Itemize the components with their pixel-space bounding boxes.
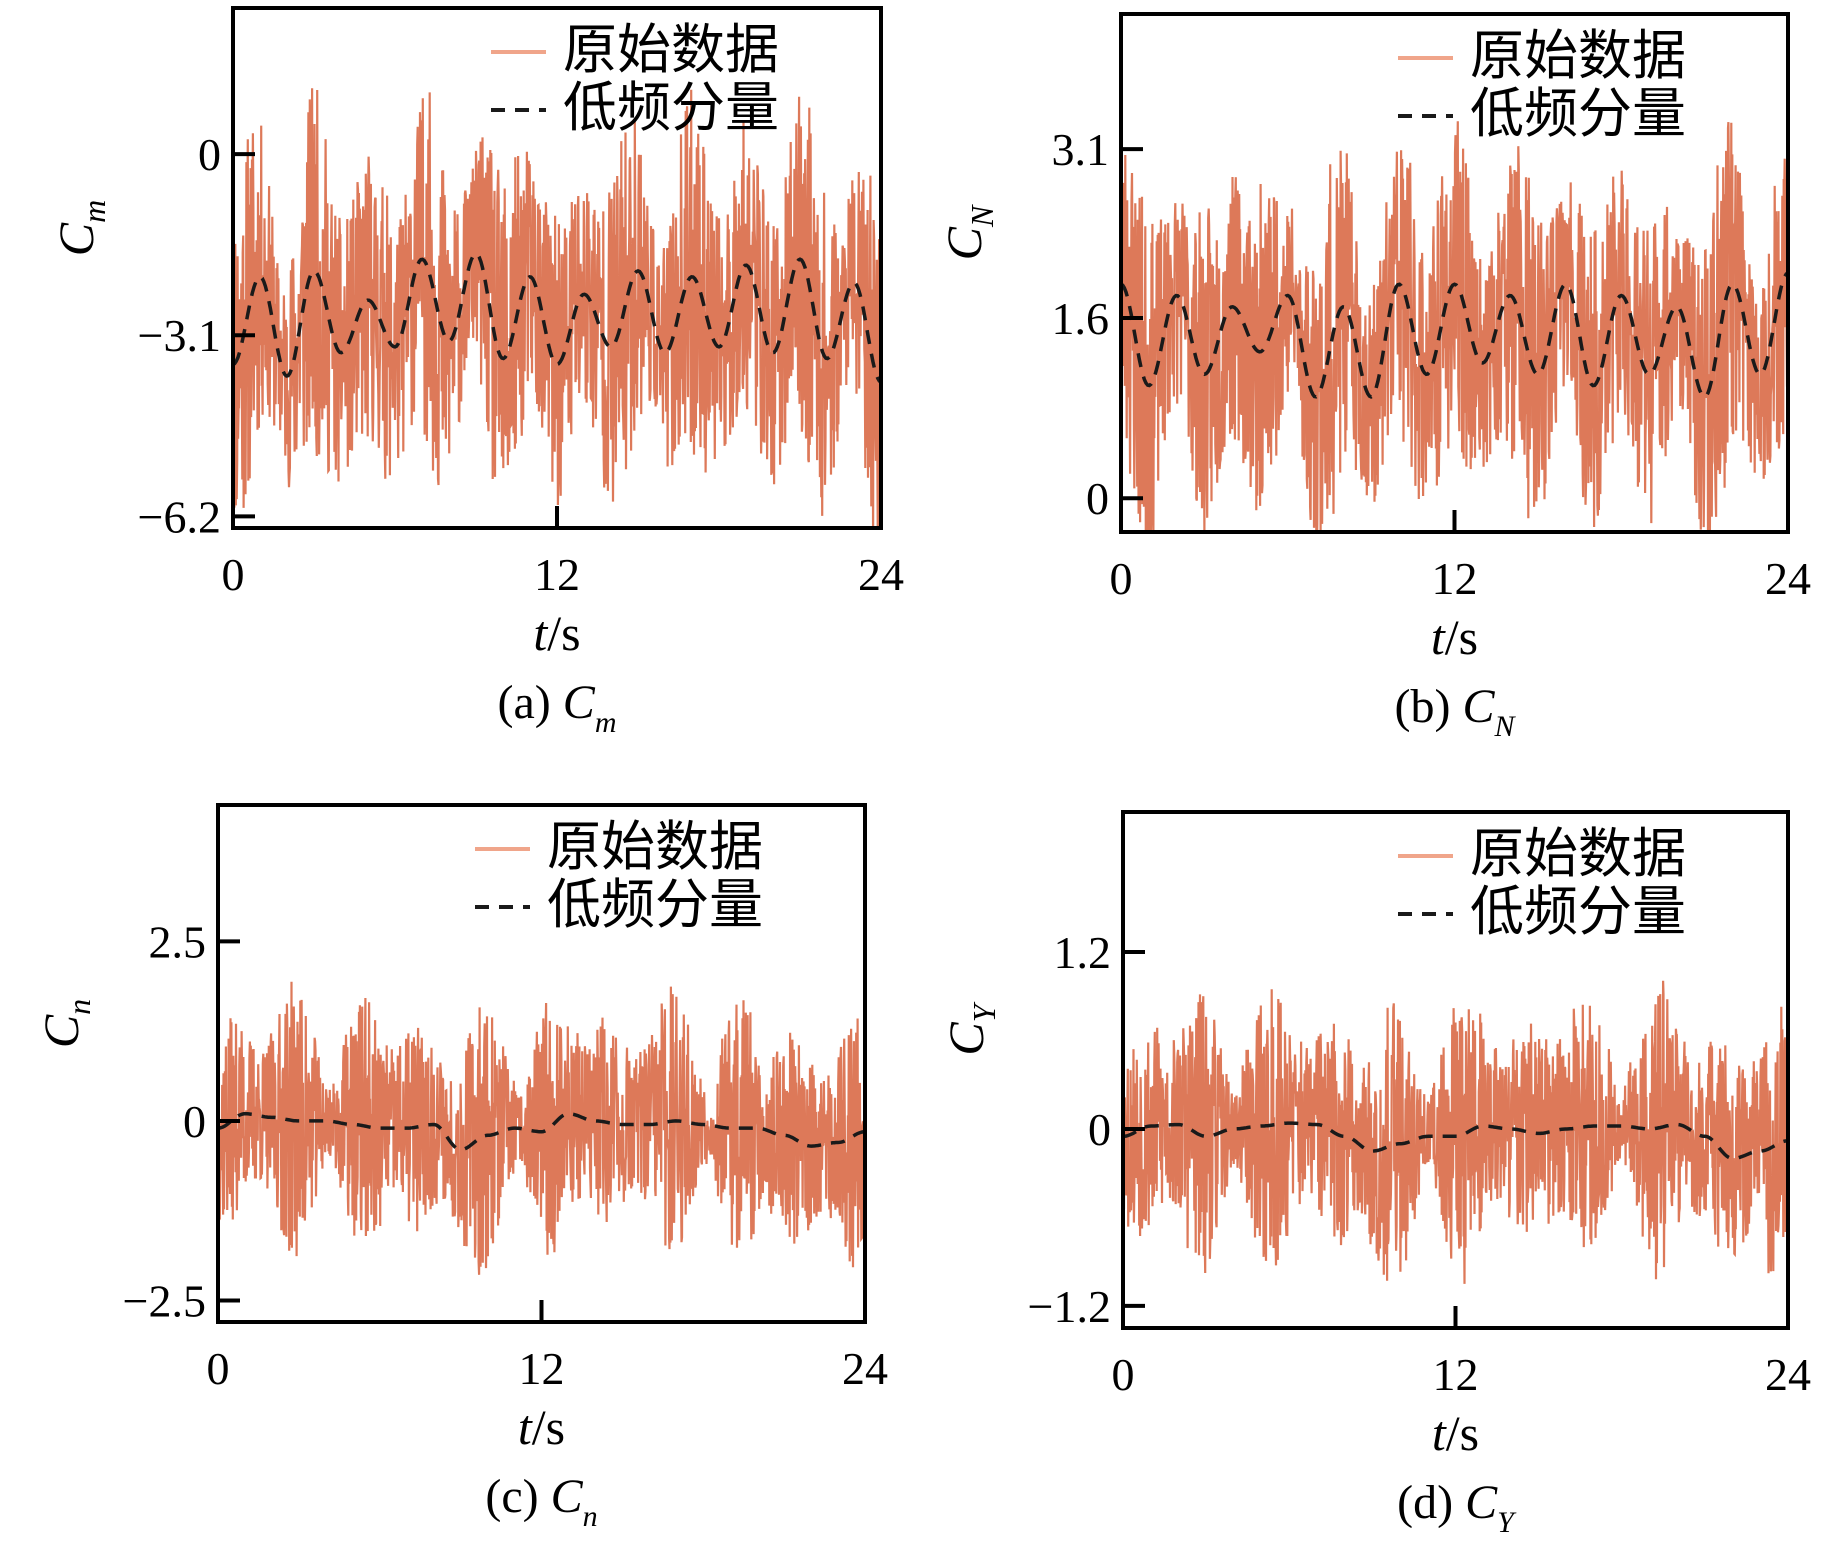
series-low-frequency: [1121, 271, 1788, 399]
x-tick-label: 24: [858, 549, 904, 600]
y-tick-label: 2.5: [149, 916, 207, 967]
x-tick-label: 12: [534, 549, 580, 600]
legend-label-low-frequency: 低频分量: [1470, 82, 1686, 145]
series-raw-data: [233, 88, 881, 528]
x-axis-label: t/s: [1431, 609, 1478, 665]
series-low-frequency: [233, 251, 881, 384]
y-tick-label: −1.2: [1028, 1281, 1111, 1332]
y-axis-label: Cn: [33, 999, 97, 1048]
x-tick-label: 12: [1432, 553, 1478, 604]
x-axis-label: t/s: [533, 605, 580, 661]
x-tick-label: 12: [1433, 1349, 1479, 1400]
legend-label-raw: 原始数据: [563, 18, 779, 81]
panel-caption: (d) CY: [1397, 1476, 1517, 1539]
series-low-frequency: [1123, 1121, 1788, 1161]
plot-area: [218, 981, 865, 1275]
y-axis-label: CN: [936, 204, 1000, 260]
x-tick-label: 12: [519, 1343, 565, 1394]
series-raw-data: [218, 981, 865, 1275]
panel-caption: (b) CN: [1395, 680, 1517, 743]
y-tick-label: 1.2: [1054, 927, 1112, 978]
y-axis-label: CY: [938, 1001, 1002, 1055]
y-tick-label: 0: [198, 129, 221, 180]
series-low-frequency: [218, 1112, 865, 1152]
legend-label-low-frequency: 低频分量: [1470, 880, 1686, 943]
y-axis-label: Cm: [48, 200, 112, 256]
series-raw-data: [1121, 121, 1788, 532]
series-raw-data: [1123, 980, 1788, 1284]
plot-area: [1123, 980, 1788, 1284]
x-tick-label: 24: [1765, 1349, 1811, 1400]
x-tick-label: 0: [1110, 553, 1133, 604]
y-tick-label: 3.1: [1052, 124, 1110, 175]
legend-label-raw: 原始数据: [1470, 822, 1686, 885]
y-tick-label: 1.6: [1052, 293, 1110, 344]
y-tick-label: 0: [1088, 1104, 1111, 1155]
y-tick-label: −3.1: [138, 310, 221, 361]
x-axis-label: t/s: [518, 1399, 565, 1455]
x-tick-label: 24: [1765, 553, 1811, 604]
x-tick-label: 24: [842, 1343, 888, 1394]
legend-label-raw: 原始数据: [547, 815, 763, 878]
x-tick-label: 0: [207, 1343, 230, 1394]
y-tick-label: −6.2: [138, 491, 221, 542]
legend-label-low-frequency: 低频分量: [547, 873, 763, 936]
plot-area: [1121, 121, 1788, 532]
panel-caption: (a) Cm: [498, 676, 617, 739]
x-tick-label: 0: [222, 549, 245, 600]
legend-label-raw: 原始数据: [1470, 24, 1686, 87]
plot-area: [233, 88, 881, 528]
x-tick-label: 0: [1112, 1349, 1135, 1400]
y-tick-label: −2.5: [123, 1275, 206, 1326]
legend-label-low-frequency: 低频分量: [563, 76, 779, 139]
x-axis-label: t/s: [1432, 1405, 1479, 1461]
y-tick-label: 0: [1086, 473, 1109, 524]
y-tick-label: 0: [183, 1096, 206, 1147]
panel-caption: (c) Cn: [485, 1470, 597, 1533]
